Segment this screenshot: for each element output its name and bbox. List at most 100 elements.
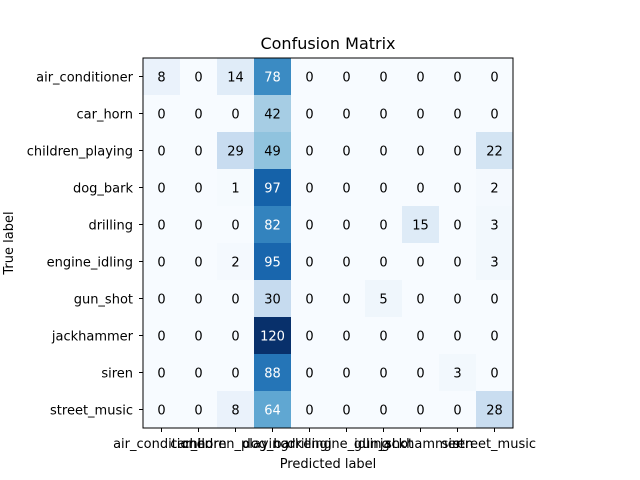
x-tick-label: siren <box>442 437 474 452</box>
cell-value-label: 0 <box>157 367 165 382</box>
heatmap-cell <box>254 354 292 392</box>
cell-value-label: 0 <box>194 182 202 197</box>
heatmap-cell <box>328 58 366 96</box>
heatmap-cell <box>143 317 181 355</box>
heatmap-cell <box>291 391 329 429</box>
cell-value-label: 0 <box>305 219 313 234</box>
heatmap-cell <box>254 280 292 318</box>
heatmap-cell <box>143 206 181 244</box>
cell-value-label: 1 <box>231 182 239 197</box>
heatmap-cell <box>328 317 366 355</box>
y-tick-label: engine_idling <box>47 256 133 271</box>
cell-value-label: 0 <box>194 367 202 382</box>
heatmap-cell <box>365 206 403 244</box>
cell-value-label: 0 <box>416 293 424 308</box>
heatmap-cell <box>254 95 292 133</box>
y-tick-label: children_playing <box>27 145 133 160</box>
cell-value-label: 0 <box>157 293 165 308</box>
heatmap-cell <box>180 280 218 318</box>
heatmap-cell <box>439 169 477 207</box>
cell-value-label: 0 <box>379 108 387 123</box>
heatmap-cell <box>217 391 255 429</box>
cell-value-label: 0 <box>305 293 313 308</box>
x-tick-label: air_conditioner <box>113 437 211 452</box>
heatmap-cell <box>217 280 255 318</box>
heatmap-cell <box>365 243 403 281</box>
cell-value-label: 5 <box>379 293 387 308</box>
heatmap-cell <box>476 206 514 244</box>
x-tick-label: engine_idling <box>303 437 389 452</box>
heatmap-cell <box>143 391 181 429</box>
cell-value-label: 0 <box>342 108 350 123</box>
cell-value-label: 0 <box>379 145 387 160</box>
cell-value-label: 0 <box>305 330 313 345</box>
heatmap-cell <box>180 132 218 170</box>
cell-value-label: 3 <box>490 256 498 271</box>
cell-value-label: 0 <box>194 145 202 160</box>
cell-value-label: 0 <box>379 256 387 271</box>
heatmap-cell <box>439 58 477 96</box>
heatmap-cell <box>439 317 477 355</box>
cell-value-label: 97 <box>264 182 281 197</box>
cell-value-label: 0 <box>305 71 313 86</box>
x-tick-label: drilling <box>287 437 332 452</box>
cell-value-label: 0 <box>305 108 313 123</box>
cell-value-label: 88 <box>264 367 281 382</box>
cell-value-label: 0 <box>342 330 350 345</box>
cell-value-label: 0 <box>157 182 165 197</box>
heatmap-cell <box>328 354 366 392</box>
heatmap-cell <box>254 58 292 96</box>
cell-value-label: 64 <box>264 404 281 419</box>
heatmap-cell <box>291 354 329 392</box>
heatmap-cells <box>143 58 514 429</box>
heatmap-cell <box>254 169 292 207</box>
heatmap-cell <box>143 280 181 318</box>
cell-value-label: 0 <box>194 219 202 234</box>
cell-value-label: 0 <box>342 182 350 197</box>
cell-value-label: 82 <box>264 219 281 234</box>
cell-value-label: 0 <box>194 108 202 123</box>
cell-value-label: 0 <box>231 293 239 308</box>
y-axis-ticks: air_conditioner car_horn children_playingd… <box>27 71 143 419</box>
cell-value-label: 49 <box>264 145 281 160</box>
heatmap-cell <box>180 243 218 281</box>
heatmap-cell <box>476 58 514 96</box>
heatmap-cell <box>328 95 366 133</box>
heatmap-cell <box>439 243 477 281</box>
cell-value-label: 0 <box>305 182 313 197</box>
heatmap-cell <box>291 95 329 133</box>
cell-value-label: 30 <box>264 293 281 308</box>
x-tick-label: street_music <box>453 437 536 452</box>
cell-value-label: 0 <box>342 145 350 160</box>
cell-value-label: 0 <box>416 367 424 382</box>
heatmap-cell <box>365 391 403 429</box>
heatmap-cell <box>180 206 218 244</box>
heatmap-cell <box>365 280 403 318</box>
y-tick-label: street_music <box>50 404 133 419</box>
heatmap-cell <box>439 391 477 429</box>
heatmap-cell <box>180 354 218 392</box>
heatmap-cell <box>328 132 366 170</box>
cell-value-label: 3 <box>490 219 498 234</box>
heatmap-cell <box>365 132 403 170</box>
cell-value-label: 0 <box>453 330 461 345</box>
x-axis-ticks: air_conditionercar_hornchildren_playingd… <box>113 428 536 452</box>
cell-value-label: 14 <box>227 71 244 86</box>
heatmap-cell <box>254 132 292 170</box>
y-tick-label: dog_bark <box>73 182 134 197</box>
heatmap-cell <box>365 169 403 207</box>
cell-value-label: 0 <box>157 404 165 419</box>
heatmap-cell <box>402 95 440 133</box>
cell-value-label: 0 <box>342 71 350 86</box>
x-tick-label: dog_bark <box>242 437 303 452</box>
heatmap-cell <box>180 317 218 355</box>
cell-value-label: 0 <box>305 256 313 271</box>
cell-value-label: 0 <box>490 71 498 86</box>
heatmap-cell <box>476 280 514 318</box>
cell-value-label: 22 <box>486 145 503 160</box>
cell-value-label: 0 <box>305 367 313 382</box>
x-tick-label: gun_shot <box>354 437 413 452</box>
heatmap-cell <box>439 95 477 133</box>
cell-value-label: 0 <box>342 293 350 308</box>
cell-value-label: 95 <box>264 256 281 271</box>
